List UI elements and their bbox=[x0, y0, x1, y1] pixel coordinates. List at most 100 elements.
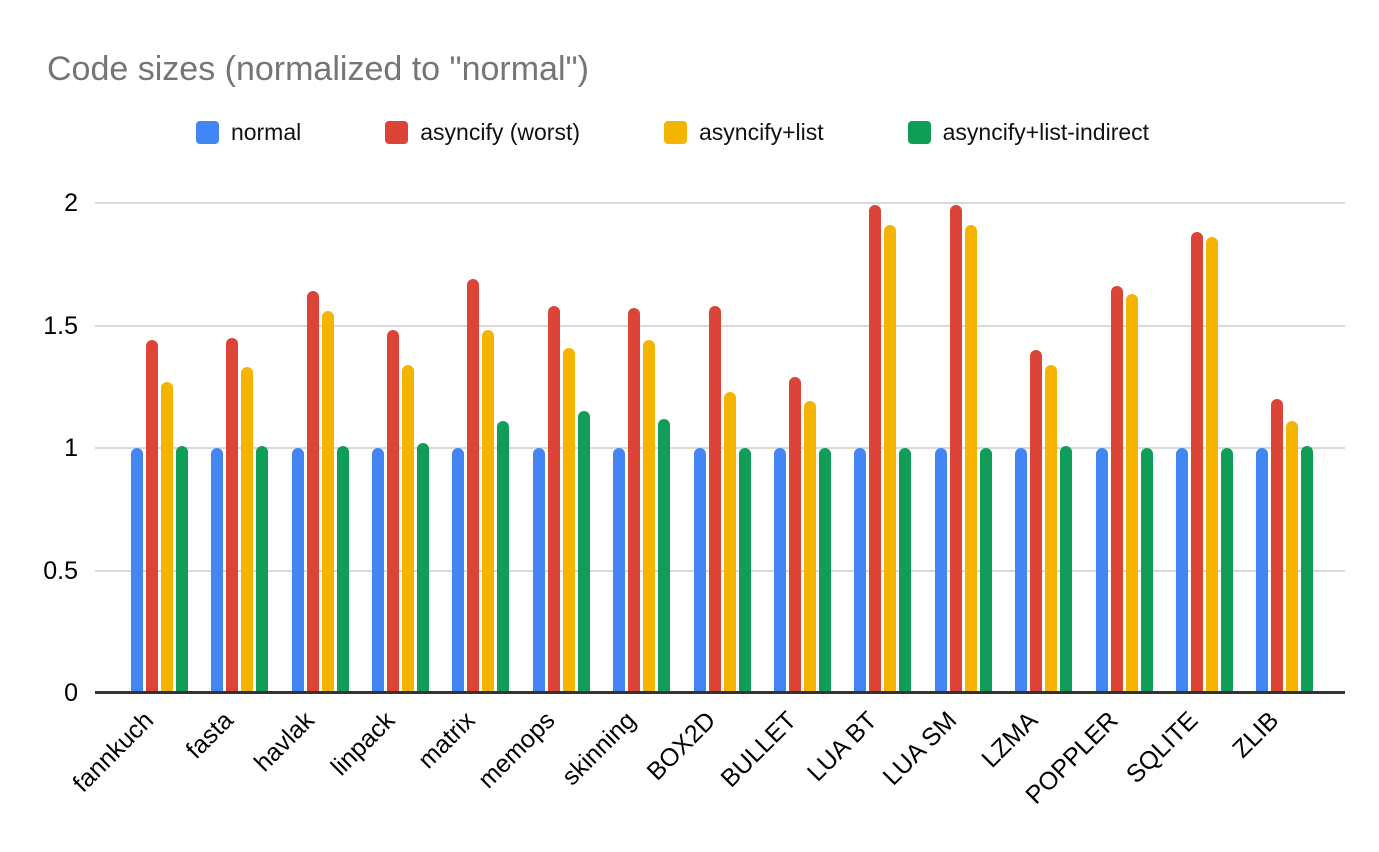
bar bbox=[723, 391, 736, 693]
legend-item: asyncify (worst) bbox=[385, 119, 580, 146]
legend-item: asyncify+list-indirect bbox=[907, 119, 1150, 146]
bar bbox=[884, 225, 897, 693]
bars-row bbox=[119, 203, 1325, 693]
bar bbox=[803, 401, 816, 693]
bar-group bbox=[1245, 203, 1325, 693]
bar bbox=[693, 448, 706, 693]
bar bbox=[949, 205, 962, 693]
bar bbox=[1271, 399, 1284, 693]
bar bbox=[386, 330, 399, 693]
bar bbox=[934, 448, 947, 693]
bar bbox=[160, 381, 173, 693]
legend-swatch bbox=[907, 121, 931, 144]
bar bbox=[467, 278, 480, 693]
bar bbox=[547, 305, 560, 693]
bar-group bbox=[119, 203, 199, 693]
bar bbox=[1286, 421, 1299, 693]
bar bbox=[1220, 448, 1233, 693]
bar bbox=[773, 448, 786, 693]
bar bbox=[452, 448, 465, 693]
bar-group bbox=[843, 203, 923, 693]
bar bbox=[145, 340, 158, 693]
bar-group bbox=[762, 203, 842, 693]
y-axis-label: 0.5 bbox=[43, 556, 78, 585]
bar bbox=[1205, 237, 1218, 693]
bar bbox=[1095, 448, 1108, 693]
legend-swatch bbox=[664, 121, 687, 144]
bar bbox=[306, 291, 319, 693]
bar-group bbox=[1003, 203, 1083, 693]
bar-group bbox=[521, 203, 601, 693]
legend-label: normal bbox=[230, 119, 302, 145]
bar-group bbox=[280, 203, 360, 693]
bar bbox=[211, 448, 224, 693]
x-axis-label-holder: ZLIB bbox=[1115, 702, 1284, 763]
bar bbox=[321, 310, 334, 693]
bar bbox=[577, 411, 590, 693]
bar bbox=[497, 421, 510, 693]
y-axis-label: 0 bbox=[64, 679, 78, 707]
y-axis-label: 2 bbox=[64, 189, 78, 217]
bar bbox=[979, 448, 992, 693]
bar-group bbox=[601, 203, 681, 693]
bar bbox=[708, 305, 721, 693]
bar bbox=[1060, 445, 1073, 693]
bar-group bbox=[441, 203, 521, 693]
bar bbox=[226, 337, 239, 693]
bar bbox=[291, 448, 304, 693]
bar bbox=[416, 443, 429, 693]
bar bbox=[1125, 293, 1138, 693]
bar bbox=[738, 448, 751, 693]
x-axis-line bbox=[95, 691, 1345, 694]
bar-group bbox=[1084, 203, 1164, 693]
bar bbox=[336, 445, 349, 693]
plot-area bbox=[95, 202, 1345, 694]
gridline bbox=[95, 202, 1345, 204]
legend: normal asyncify (worst) asyncify+list async… bbox=[0, 119, 1345, 146]
bar bbox=[1015, 448, 1028, 693]
bar bbox=[256, 445, 269, 693]
bar-group bbox=[923, 203, 1003, 693]
bar bbox=[628, 308, 641, 693]
bar bbox=[658, 418, 671, 693]
legend-label: asyncify+list bbox=[699, 119, 824, 145]
chart-title: Code sizes (normalized to "normal") bbox=[47, 50, 589, 88]
bar bbox=[643, 340, 656, 693]
bar-group bbox=[682, 203, 762, 693]
bar bbox=[899, 448, 912, 693]
bar bbox=[371, 448, 384, 693]
bar bbox=[532, 448, 545, 693]
bar bbox=[482, 330, 495, 693]
bar-group bbox=[360, 203, 440, 693]
legend-label: asyncify (worst) bbox=[420, 119, 580, 145]
bar bbox=[964, 225, 977, 693]
bar bbox=[613, 448, 626, 693]
x-axis-label: ZLIB bbox=[1227, 706, 1285, 764]
bar bbox=[869, 205, 882, 693]
bar-group bbox=[199, 203, 279, 693]
bar-group bbox=[1164, 203, 1244, 693]
y-axis-label: 1.5 bbox=[43, 311, 78, 340]
bar bbox=[1301, 445, 1314, 693]
legend-item: asyncify+list bbox=[664, 119, 824, 146]
bar bbox=[130, 448, 143, 693]
bar bbox=[1030, 350, 1043, 693]
bar bbox=[1256, 448, 1269, 693]
legend-swatch bbox=[385, 121, 409, 144]
legend-swatch bbox=[195, 121, 219, 144]
bar bbox=[1045, 364, 1058, 693]
bar bbox=[854, 448, 867, 693]
bar bbox=[1140, 448, 1153, 693]
bar bbox=[1110, 286, 1123, 693]
y-axis-label: 1 bbox=[64, 434, 78, 462]
bar bbox=[401, 364, 414, 693]
legend-label: asyncify+list-indirect bbox=[942, 119, 1150, 145]
bar bbox=[1175, 448, 1188, 693]
legend-item: normal bbox=[195, 119, 302, 146]
bar bbox=[818, 448, 831, 693]
bar bbox=[1190, 232, 1203, 693]
bar bbox=[175, 445, 188, 693]
bar bbox=[241, 367, 254, 693]
bar bbox=[788, 376, 801, 693]
